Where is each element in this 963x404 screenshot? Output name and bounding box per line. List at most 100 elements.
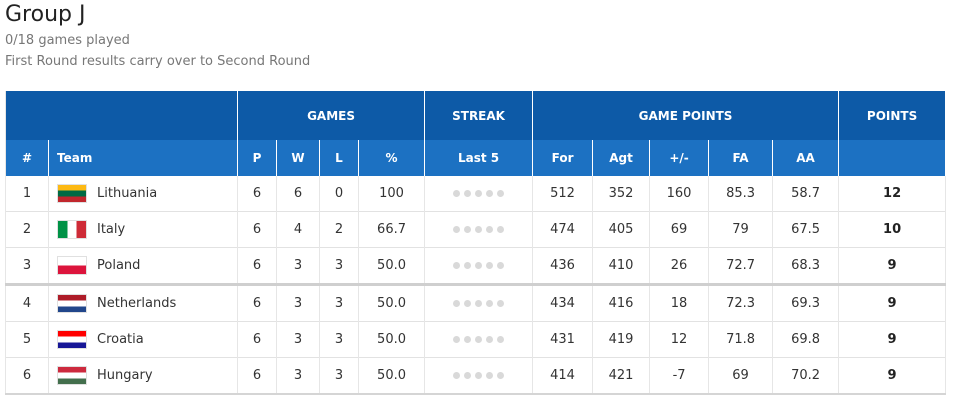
- streak-dot-icon: [464, 226, 472, 233]
- table-row[interactable]: 2 Italy 6 4 2 66.7 474 405 69 79 67.5 10: [5, 211, 947, 248]
- standings-body: 1 Lithuania 6 6 0 100 512 352 160 85.3 58.7 12 2 Ital…: [5, 176, 947, 394]
- aa-cell: 70.2: [772, 357, 840, 394]
- streak-dot-icon: [453, 226, 461, 233]
- page-title: Group J: [5, 2, 86, 27]
- streak-dot-icon: [464, 262, 472, 269]
- streak-dot-icon: [475, 226, 483, 233]
- played-cell: 6: [237, 321, 277, 358]
- points-against-cell: 352: [592, 176, 651, 212]
- points-against-cell: 410: [592, 247, 651, 285]
- streak-dot-icon: [464, 372, 472, 379]
- points-cell: 9: [838, 247, 947, 285]
- rank-cell: 2: [5, 211, 49, 248]
- point-diff-column-header[interactable]: +/-: [649, 140, 710, 176]
- points-for-cell: 474: [532, 211, 594, 248]
- win-percent-cell: 50.0: [358, 284, 426, 322]
- points-column-header: [838, 140, 947, 176]
- aa-column-header[interactable]: AA: [772, 140, 840, 176]
- streak-cell: [424, 176, 534, 212]
- team-cell: Lithuania: [48, 176, 238, 212]
- team-cell: Netherlands: [48, 284, 238, 322]
- aa-cell: 68.3: [772, 247, 840, 285]
- points-for-cell: 512: [532, 176, 594, 212]
- points-against-cell: 421: [592, 357, 651, 394]
- wins-column-header[interactable]: W: [276, 140, 320, 176]
- rank-cell: 6: [5, 357, 49, 394]
- streak-dot-icon: [486, 190, 494, 197]
- win-percent-column-header[interactable]: %: [358, 140, 426, 176]
- team-name[interactable]: Poland: [97, 258, 141, 273]
- last5-column-header[interactable]: Last 5: [424, 140, 534, 176]
- rank-cell: 5: [5, 321, 49, 358]
- wins-cell: 3: [276, 321, 320, 358]
- losses-cell: 3: [319, 357, 359, 394]
- team-cell: Hungary: [48, 357, 238, 394]
- points-cell: 9: [838, 321, 947, 358]
- wins-cell: 6: [276, 176, 320, 212]
- table-row[interactable]: 5 Croatia 6 3 3 50.0 431 419 12 71.8 69.8 9: [5, 321, 947, 358]
- team-name[interactable]: Croatia: [97, 332, 144, 347]
- streak-dot-icon: [464, 190, 472, 197]
- streak-cell: [424, 357, 534, 394]
- fa-cell: 79: [708, 211, 774, 248]
- streak-group-header: STREAK: [424, 91, 534, 140]
- win-percent-cell: 50.0: [358, 321, 426, 358]
- points-against-column-header[interactable]: Agt: [592, 140, 651, 176]
- streak-dot-icon: [453, 262, 461, 269]
- streak-dot-icon: [475, 262, 483, 269]
- rank-column-header[interactable]: #: [5, 140, 49, 176]
- losses-cell: 3: [319, 321, 359, 358]
- losses-column-header[interactable]: L: [319, 140, 359, 176]
- team-cell: Italy: [48, 211, 238, 248]
- fa-column-header[interactable]: FA: [708, 140, 774, 176]
- fa-cell: 69: [708, 357, 774, 394]
- table-row[interactable]: 4 Netherlands 6 3 3 50.0 434 416 18 72.3 69.3 9: [5, 284, 947, 322]
- rank-cell: 1: [5, 176, 49, 212]
- team-name[interactable]: Hungary: [97, 368, 153, 383]
- streak-cell: [424, 247, 534, 285]
- streak-dot-icon: [464, 336, 472, 343]
- streak-dot-icon: [475, 190, 483, 197]
- win-percent-cell: 100: [358, 176, 426, 212]
- played-cell: 6: [237, 357, 277, 394]
- team-name[interactable]: Lithuania: [97, 186, 158, 201]
- header-column-row: # Team P W L % Last 5 For Agt +/- FA AA: [5, 140, 947, 176]
- streak-dot-icon: [486, 226, 494, 233]
- streak-dot-icon: [486, 300, 494, 307]
- streak-dot-icon: [497, 226, 505, 233]
- standings-table: GAMES STREAK GAME POINTS POINTS # Team P…: [5, 91, 947, 395]
- points-cell: 10: [838, 211, 947, 248]
- points-group-header: POINTS: [838, 91, 947, 140]
- fa-cell: 72.7: [708, 247, 774, 285]
- points-for-cell: 434: [532, 284, 594, 322]
- streak-dots: [453, 372, 505, 379]
- losses-cell: 2: [319, 211, 359, 248]
- team-column-header[interactable]: Team: [48, 140, 238, 176]
- played-cell: 6: [237, 247, 277, 285]
- table-row[interactable]: 3 Poland 6 3 3 50.0 436 410 26 72.7 68.3 9: [5, 247, 947, 285]
- streak-dots: [453, 262, 505, 269]
- points-for-column-header[interactable]: For: [532, 140, 594, 176]
- losses-cell: 3: [319, 247, 359, 285]
- team-name[interactable]: Italy: [97, 222, 126, 237]
- poland-flag-icon: [57, 256, 87, 275]
- wins-cell: 3: [276, 284, 320, 322]
- streak-dots: [453, 336, 505, 343]
- streak-dots: [453, 190, 505, 197]
- table-row[interactable]: 6 Hungary 6 3 3 50.0 414 421 -7 69 70.2 9: [5, 357, 947, 394]
- points-for-cell: 431: [532, 321, 594, 358]
- italy-flag-icon: [57, 220, 87, 239]
- streak-dot-icon: [475, 300, 483, 307]
- played-column-header[interactable]: P: [237, 140, 277, 176]
- streak-dot-icon: [486, 262, 494, 269]
- streak-dot-icon: [453, 372, 461, 379]
- streak-dot-icon: [464, 300, 472, 307]
- played-cell: 6: [237, 176, 277, 212]
- point-diff-cell: -7: [649, 357, 710, 394]
- carry-over-note: First Round results carry over to Second…: [5, 54, 311, 69]
- aa-cell: 58.7: [772, 176, 840, 212]
- streak-dots: [453, 300, 505, 307]
- team-name[interactable]: Netherlands: [97, 296, 177, 311]
- table-row[interactable]: 1 Lithuania 6 6 0 100 512 352 160 85.3 58.7 12: [5, 176, 947, 212]
- point-diff-cell: 18: [649, 284, 710, 322]
